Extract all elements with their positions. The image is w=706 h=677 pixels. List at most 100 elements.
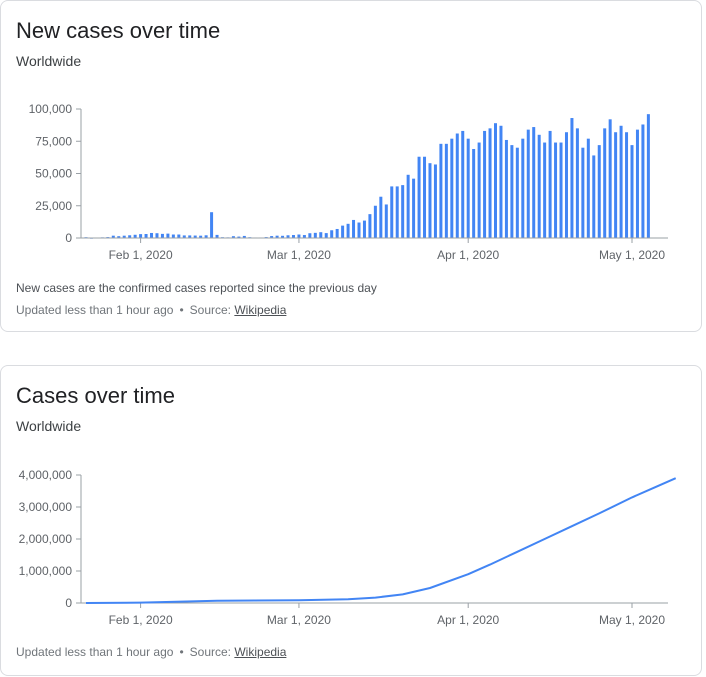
x-tick-label: Apr 1, 2020	[437, 613, 499, 627]
separator-dot: •	[179, 303, 184, 317]
bar	[515, 147, 519, 238]
bar	[575, 128, 579, 238]
bar	[543, 142, 547, 238]
bar	[291, 235, 295, 238]
y-tick-label: 50,000	[35, 167, 72, 181]
separator-dot: •	[179, 645, 184, 659]
bar	[210, 212, 214, 238]
y-tick-label: 75,000	[35, 134, 72, 148]
x-tick-label: Feb 1, 2020	[109, 613, 173, 627]
cases-line-chart: 4,000,000 3,000,000 2,000,000 1,000,000 0 Feb…	[19, 468, 677, 627]
bar	[444, 143, 448, 238]
bar	[439, 143, 443, 238]
bar	[313, 232, 317, 238]
bar	[357, 222, 361, 238]
bar	[335, 228, 339, 238]
source-label: Source:	[189, 303, 232, 317]
bar	[619, 125, 623, 238]
bar	[564, 132, 568, 238]
bar	[395, 186, 399, 238]
cases-over-time-card: Cases over time Worldwide 4,000,000 3,000…	[0, 365, 702, 676]
bar	[117, 236, 121, 238]
bar	[144, 234, 148, 238]
bar	[302, 235, 306, 238]
bar	[384, 204, 388, 238]
bar	[204, 235, 208, 238]
bar	[193, 235, 197, 238]
bar	[433, 164, 437, 238]
source-link[interactable]: Wikipedia	[234, 645, 287, 659]
bar	[128, 235, 132, 238]
bar	[362, 220, 366, 238]
bar	[352, 219, 356, 238]
new-cases-card: New cases over time Worldwide 100,000 75,…	[0, 0, 702, 332]
bar	[630, 145, 634, 238]
bar	[526, 129, 530, 238]
bar	[597, 145, 601, 238]
x-tick-label: Feb 1, 2020	[109, 248, 173, 262]
bar	[559, 142, 563, 238]
x-tick-label: Mar 1, 2020	[267, 248, 331, 262]
bar	[608, 119, 612, 238]
bar	[472, 148, 476, 238]
bar	[150, 232, 154, 238]
bar	[455, 133, 459, 238]
bar	[504, 139, 508, 238]
bar	[510, 145, 514, 238]
bar	[521, 138, 525, 238]
bar	[379, 196, 383, 238]
bar	[614, 132, 618, 238]
x-tick-label: Mar 1, 2020	[267, 613, 331, 627]
bar	[401, 185, 405, 238]
card-subtitle: Worldwide	[16, 418, 82, 434]
bar	[160, 233, 164, 238]
bar	[319, 232, 323, 238]
source-label: Source:	[189, 645, 232, 659]
new-cases-bar-chart: 100,000 75,000 50,000 25,000 0 Feb 1, 2020 Mar…	[29, 102, 668, 262]
bar	[483, 130, 487, 238]
card-title: New cases over time	[16, 18, 221, 43]
bar	[368, 214, 372, 238]
y-tick-label: 0	[65, 231, 72, 245]
x-tick-label: May 1, 2020	[599, 613, 665, 627]
bar	[139, 234, 143, 238]
bar	[625, 132, 629, 238]
chart-note: New cases are the confirmed cases report…	[16, 281, 377, 295]
bar	[341, 225, 345, 238]
bar	[231, 236, 235, 238]
bar	[373, 205, 377, 238]
bar	[215, 234, 219, 238]
bar	[581, 147, 585, 238]
bar	[570, 118, 574, 238]
bar	[466, 138, 470, 238]
bar	[133, 234, 137, 238]
bar	[603, 128, 607, 238]
card-title: Cases over time	[16, 383, 175, 408]
source-link[interactable]: Wikipedia	[234, 303, 287, 317]
bar	[494, 123, 497, 238]
bar	[188, 235, 192, 238]
y-tick-label: 0	[65, 596, 72, 610]
bar	[537, 134, 541, 238]
y-tick-label: 2,000,000	[19, 532, 73, 546]
bar	[417, 156, 421, 238]
bar	[281, 235, 285, 238]
x-tick-label: Apr 1, 2020	[437, 248, 499, 262]
bar	[488, 128, 492, 238]
bar	[646, 114, 650, 238]
series-line	[85, 477, 677, 604]
bar	[499, 125, 503, 238]
updated-text: Updated less than 1 hour ago	[16, 303, 174, 317]
card-subtitle: Worldwide	[16, 53, 82, 69]
bar	[346, 223, 350, 238]
bar	[592, 155, 596, 238]
bar	[122, 235, 126, 238]
bar	[423, 156, 427, 238]
bar	[532, 127, 536, 238]
bar	[286, 235, 290, 238]
bar	[182, 235, 186, 238]
bar	[641, 124, 645, 238]
bar	[177, 234, 181, 238]
bar	[428, 163, 432, 238]
bar	[171, 234, 175, 238]
